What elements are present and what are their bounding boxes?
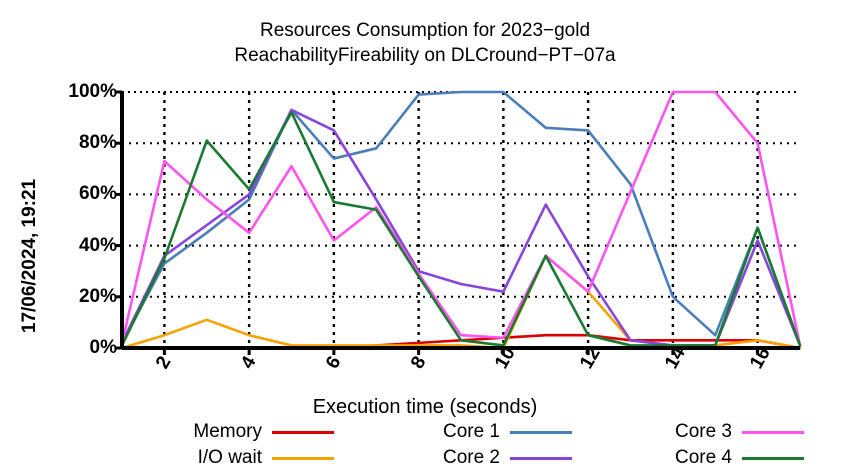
y-axis-tick-label: 20% [78, 285, 117, 307]
legend-item-label: Core 2 [442, 447, 500, 468]
legend-color-swatch [272, 456, 334, 460]
legend-color-swatch [742, 456, 804, 460]
legend-item-label: Core 3 [674, 421, 732, 442]
chart-title: Resources Consumption for 2023−gold Reac… [0, 18, 850, 68]
legend-color-swatch [272, 430, 334, 434]
legend-item-label: I/O wait [197, 447, 262, 468]
x-axis-tick-label: 14 [660, 343, 690, 373]
y-axis-tick-label: 80% [78, 132, 117, 154]
x-axis-tick-label: 6 [321, 352, 346, 373]
legend-item-label: Memory [193, 421, 262, 442]
y-axis-tick-label: 0% [89, 337, 117, 358]
series-line-core-4 [120, 111, 802, 347]
x-axis-tick-label: 12 [576, 343, 605, 373]
x-axis-tick-label: 4 [237, 352, 261, 373]
chart-title-line-1: Resources Consumption for 2023−gold [259, 20, 591, 41]
legend-item[interactable]: I/O wait [140, 446, 334, 470]
legend-color-swatch [510, 456, 572, 460]
y-axis-tick-label: 40% [78, 234, 117, 256]
legend-item-label: Core 4 [674, 447, 732, 468]
x-axis-label: Execution time (seconds) [312, 396, 538, 418]
y-axis-tick-label: 100% [68, 81, 117, 102]
legend-item-label: Core 1 [442, 421, 500, 442]
legend-item[interactable]: Core 3 [610, 420, 804, 444]
series-line-core-3 [120, 90, 802, 347]
y-axis-tick-labels: 0% 20% 40% 60% 80% 100% [32, 0, 117, 475]
legend-item[interactable]: Core 1 [378, 420, 572, 444]
x-axis-tick-label: 10 [491, 343, 521, 373]
legend-item[interactable]: Memory [140, 420, 334, 444]
x-axis-tick-label: 2 [152, 352, 176, 373]
x-axis-tick-label: 16 [745, 343, 775, 373]
legend-color-swatch [742, 430, 804, 434]
legend-item[interactable]: Core 4 [610, 446, 804, 470]
chart-title-line-2: ReachabilityFireability on DLCround−PT−0… [234, 45, 616, 66]
series-line-core-1 [120, 90, 802, 347]
y-axis-tick-label: 60% [78, 183, 117, 205]
x-axis-tick-label: 8 [406, 352, 431, 373]
legend-color-swatch [510, 430, 572, 434]
legend-item[interactable]: Core 2 [378, 446, 572, 470]
chart-legend: Memory I/O wait Core 1 Core 2 Core 3 Core 4 [140, 420, 840, 472]
